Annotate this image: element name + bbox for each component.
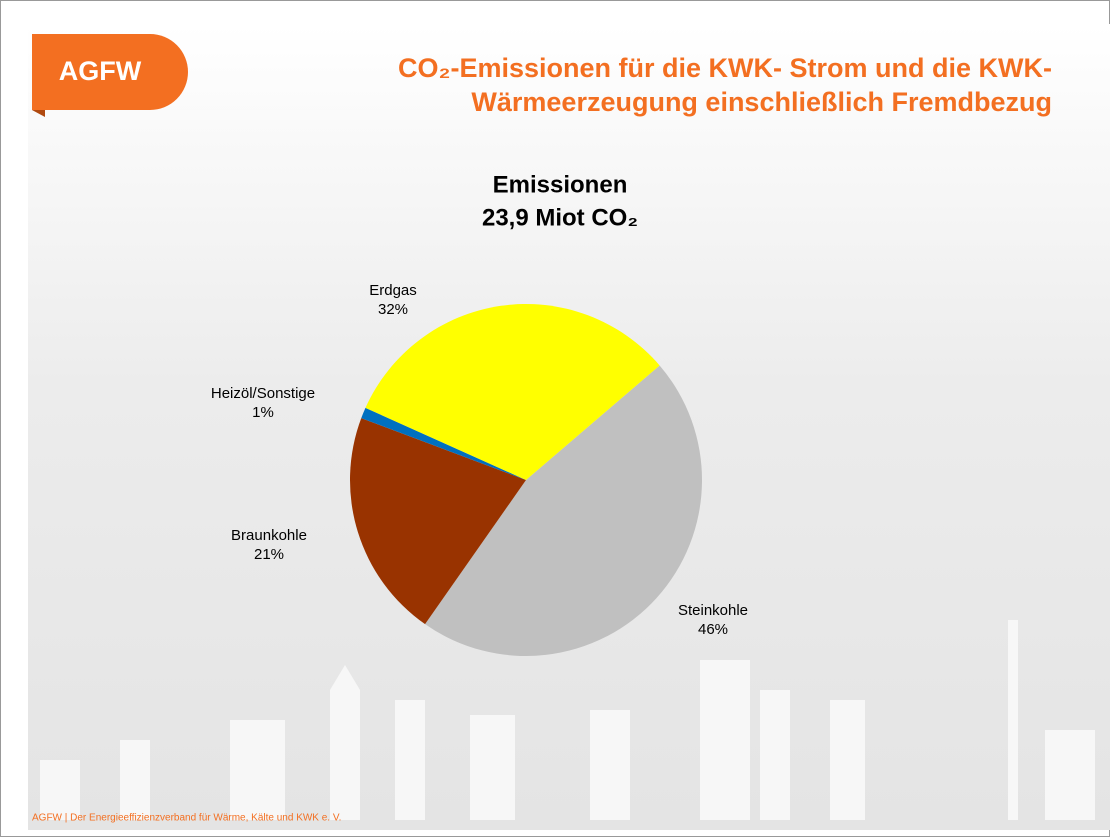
pie-slice xyxy=(361,407,526,480)
pie-slice xyxy=(425,365,703,657)
pie-slice xyxy=(350,418,526,625)
footer: AGFW | Der Energieeffizienzverband für W… xyxy=(32,813,341,824)
slice-value-label: 21% xyxy=(254,546,284,563)
chart-subtitle: 23,9 Miot CO₂ xyxy=(482,204,638,231)
slice-label: Erdgas xyxy=(369,282,417,299)
logo-badge xyxy=(32,34,188,110)
slide-title: CO₂-Emissionen für die KWK- Strom und di… xyxy=(398,53,1052,83)
slice-label: Braunkohle xyxy=(231,527,307,544)
logo-text: AGFW xyxy=(59,56,142,86)
slice-label: Heizöl/Sonstige xyxy=(211,385,315,402)
slice-label: Steinkohle xyxy=(678,602,748,619)
slice-value-label: 46% xyxy=(698,621,728,638)
logo-fold xyxy=(32,110,45,117)
slide-title: Wärmeerzeugung einschließlich Fremdbezug xyxy=(471,87,1052,117)
slice-value-label: 1% xyxy=(252,404,274,421)
pie-slice xyxy=(365,304,660,480)
chart-title: Emissionen xyxy=(493,171,628,198)
slice-value-label: 32% xyxy=(378,301,408,318)
skyline xyxy=(40,620,1095,820)
